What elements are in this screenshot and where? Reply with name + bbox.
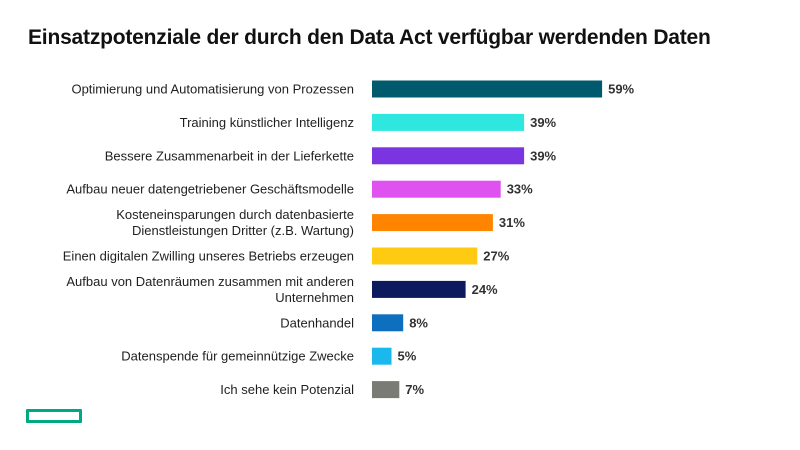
value-label: 8% — [409, 315, 428, 330]
category-label: Aufbau neuer datengetriebener Geschäftsm… — [66, 182, 354, 197]
value-label: 27% — [483, 249, 509, 264]
bar — [372, 214, 493, 232]
category-label: Einen digitalen Zwilling unseres Betrieb… — [63, 249, 354, 264]
bar — [372, 113, 525, 131]
value-label: 33% — [507, 182, 533, 197]
value-label: 59% — [608, 82, 634, 97]
bar — [372, 180, 501, 198]
value-label: 7% — [405, 382, 424, 397]
brand-logo — [26, 409, 82, 423]
category-label: Datenspende für gemeinnützige Zwecke — [121, 349, 354, 364]
bar — [372, 147, 525, 165]
value-label: 39% — [530, 115, 556, 130]
bar — [372, 80, 603, 98]
bar — [372, 347, 392, 365]
category-label: Datenhandel — [280, 315, 354, 330]
bar — [372, 247, 478, 265]
category-label: Aufbau von Datenräumen zusammen mit ande… — [66, 274, 354, 289]
category-label: Kosteneinsparungen durch datenbasierte — [116, 207, 354, 222]
value-label: 39% — [530, 148, 556, 163]
bar — [372, 314, 404, 332]
category-label: Training künstlicher Intelligenz — [180, 115, 354, 130]
value-label: 5% — [398, 349, 417, 364]
category-label: Unternehmen — [275, 290, 354, 305]
value-label: 24% — [472, 282, 498, 297]
chart-title: Einsatzpotenziale der durch den Data Act… — [28, 26, 711, 49]
category-label: Ich sehe kein Potenzial — [220, 382, 354, 397]
bar — [372, 280, 466, 298]
category-label: Bessere Zusammenarbeit in der Lieferkett… — [105, 148, 354, 163]
value-label: 31% — [499, 215, 525, 230]
bar — [372, 381, 400, 399]
category-label: Dienstleistungen Dritter (z.B. Wartung) — [132, 223, 354, 238]
category-label: Optimierung und Automatisierung von Proz… — [71, 82, 354, 97]
